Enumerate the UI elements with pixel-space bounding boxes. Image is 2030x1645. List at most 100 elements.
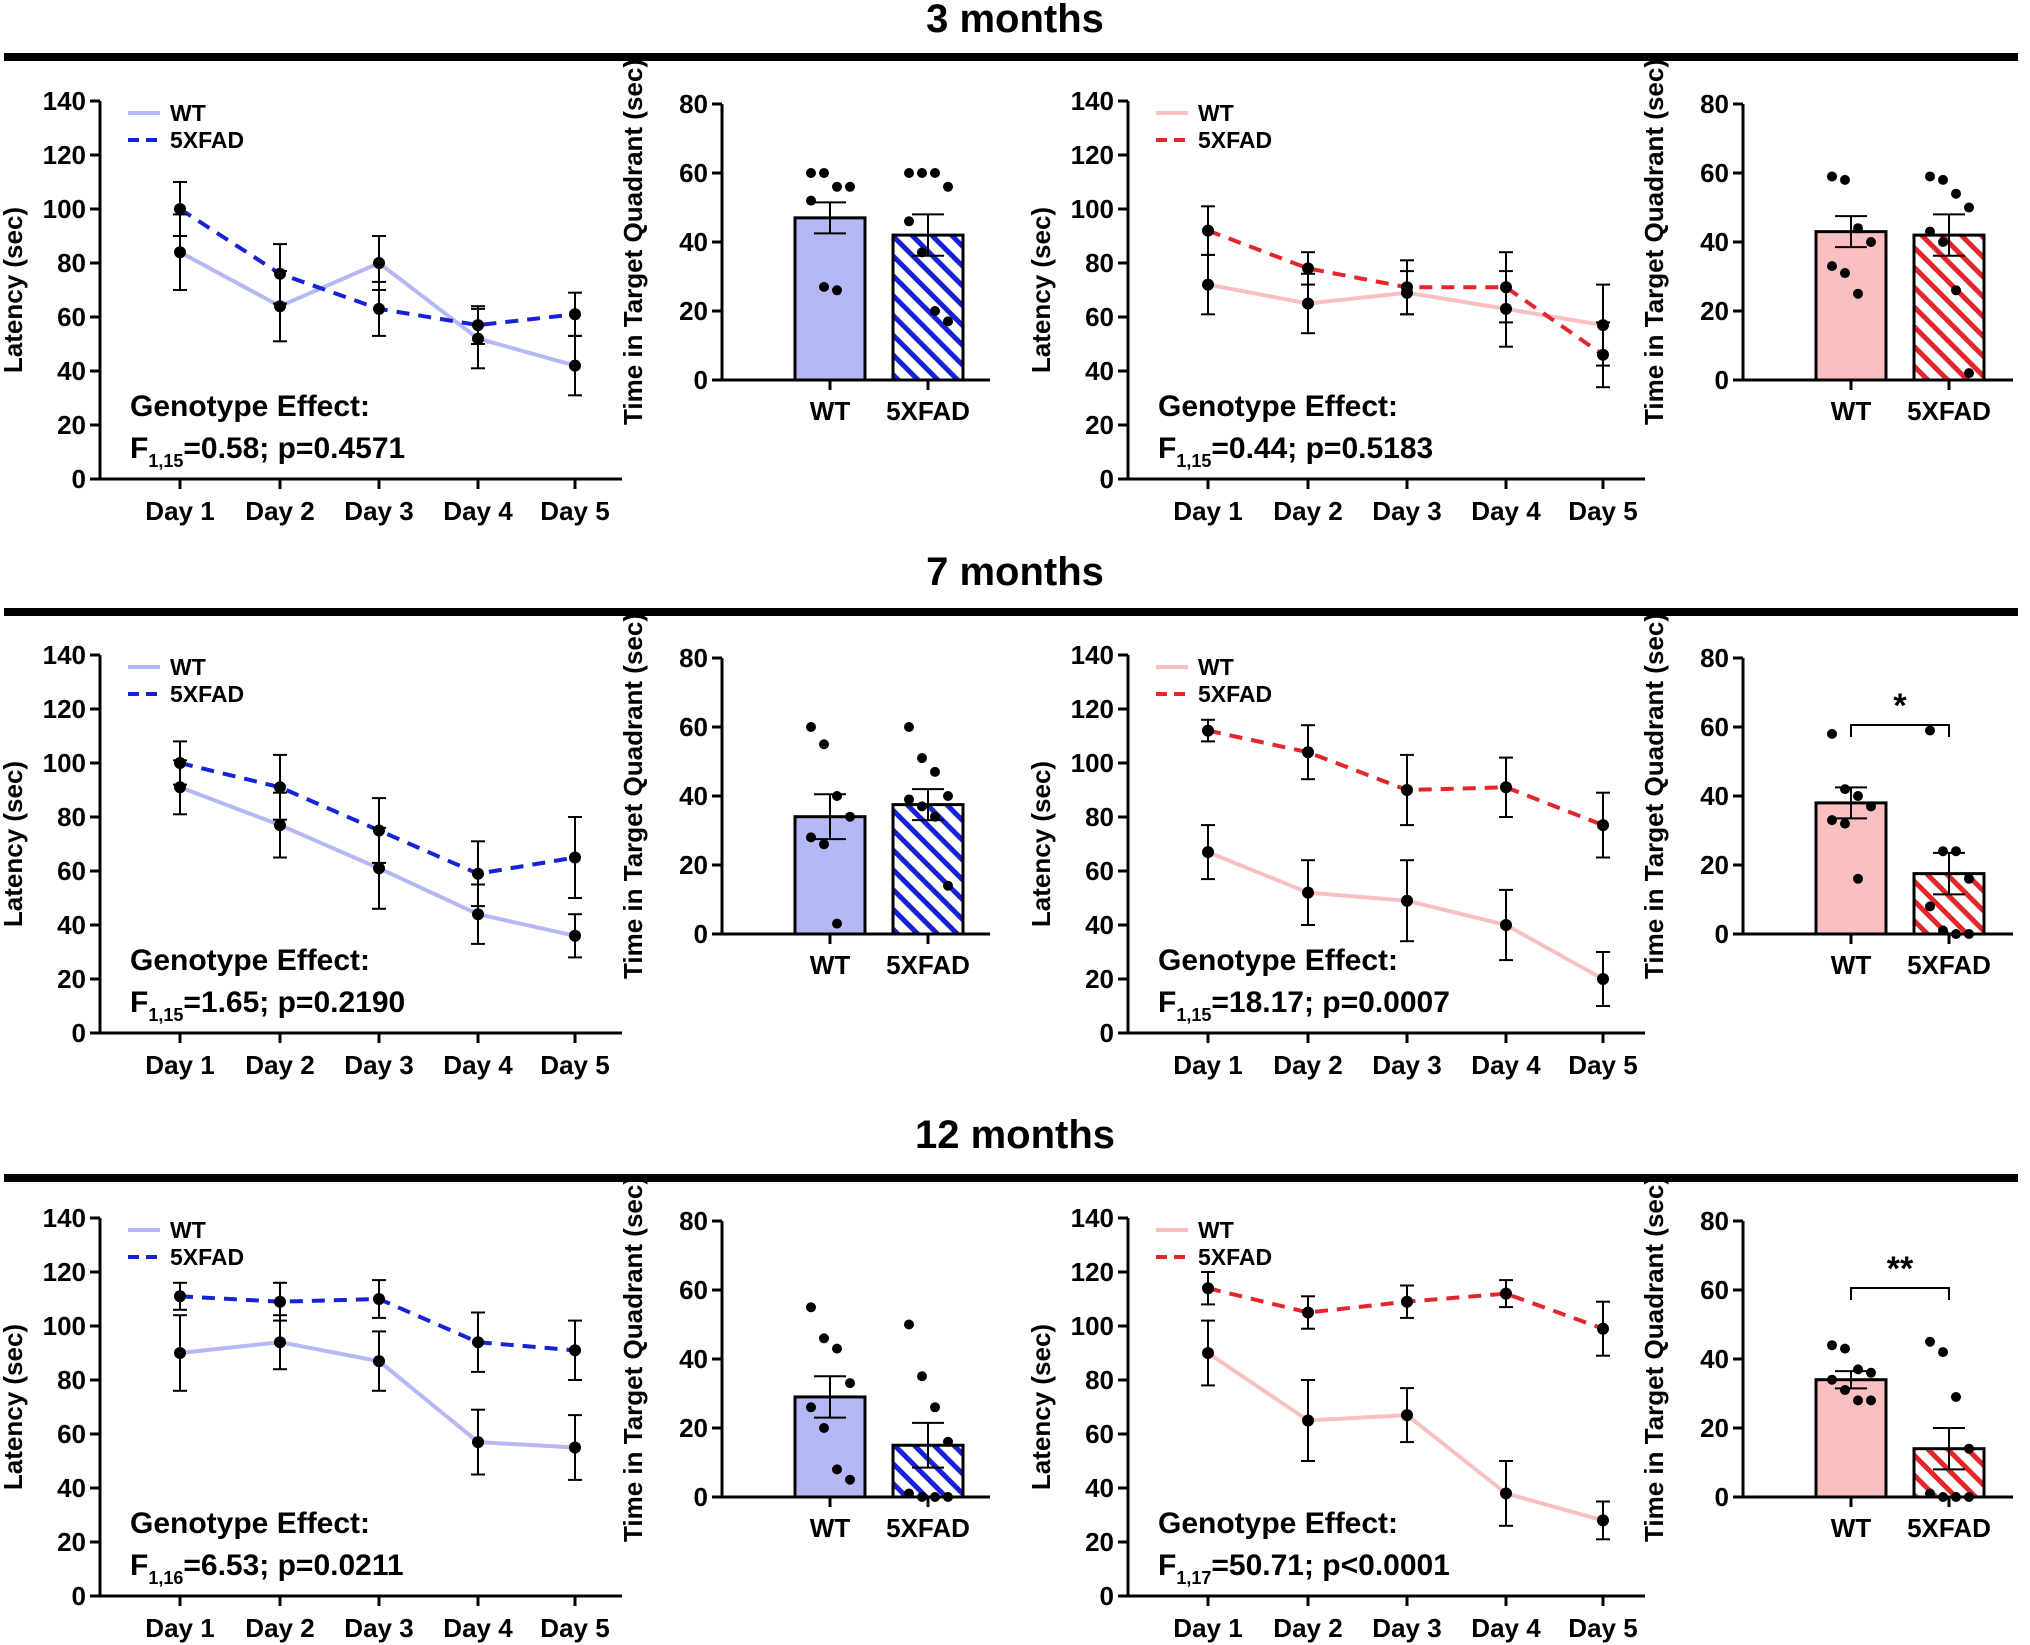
y-axis-label: Time in Target Quadrant (sec): [618, 59, 648, 425]
y-tick-label: 60: [57, 302, 86, 332]
target-quadrant-bar-chart: 0 20 40 60 80 Time in Target Quadrant (sec) WT…: [1639, 1176, 2013, 1543]
individual-point-wt: [806, 168, 816, 178]
legend-label-5xfad: 5XFAD: [170, 681, 244, 707]
legend-label-5xfad: 5XFAD: [1198, 681, 1272, 707]
y-tick-label: 40: [1085, 356, 1114, 386]
y-tick-label: 140: [43, 1203, 86, 1233]
individual-point-wt: [832, 1464, 842, 1475]
individual-point-5xfad: [1964, 368, 1974, 379]
y-tick-label: 40: [1085, 910, 1114, 940]
individual-point-wt: [819, 281, 829, 292]
y-tick-label: 80: [679, 1206, 708, 1236]
y-tick-label: 40: [1700, 1344, 1729, 1374]
individual-point-wt: [1853, 791, 1863, 801]
individual-point-5xfad: [930, 168, 940, 178]
row-title: 3 months: [926, 0, 1104, 41]
data-point-wt: [1401, 894, 1413, 907]
x-tick-label: Day 5: [1568, 496, 1637, 526]
y-tick-label: 120: [43, 140, 86, 170]
y-tick-label: 120: [1071, 1257, 1114, 1287]
y-axis-label: Time in Target Quadrant (sec): [618, 613, 648, 979]
data-point-5xfad: [569, 308, 581, 321]
individual-point-wt: [1853, 288, 1863, 299]
individual-point-wt: [1853, 1395, 1863, 1406]
y-tick-label: 80: [1085, 802, 1114, 832]
individual-point-5xfad: [1964, 1443, 1974, 1454]
target-quadrant-bar-chart: 0 20 40 60 80 Time in Target Quadrant (sec) WT…: [1639, 59, 2013, 426]
series-line-5xfad: [1207, 1286, 1604, 1331]
y-tick-label: 60: [57, 1419, 86, 1449]
target-quadrant-bar-chart: 0 20 40 60 80 Time in Target Quadrant (sec) WT…: [1639, 613, 2013, 980]
individual-point-wt: [806, 1302, 816, 1313]
y-tick-label: 20: [679, 1413, 708, 1443]
y-tick-label: 80: [57, 802, 86, 832]
data-point-5xfad: [174, 757, 186, 769]
data-point-wt: [1597, 319, 1609, 332]
data-point-5xfad: [174, 1290, 186, 1303]
y-tick-label: 60: [57, 856, 86, 886]
genotype-effect-label: Genotype Effect:: [130, 944, 370, 977]
individual-point-5xfad: [943, 181, 953, 192]
y-axis-label: Latency (sec): [1026, 1324, 1056, 1490]
y-tick-label: 80: [1700, 89, 1729, 119]
target-quadrant-bar-chart: 0 20 40 60 80 Time in Target Quadrant (sec) WT…: [618, 1176, 990, 1543]
y-tick-label: 40: [57, 1473, 86, 1503]
x-tick-label: Day 4: [443, 1050, 513, 1080]
y-tick-label: 60: [1700, 158, 1729, 188]
target-quadrant-bar-chart: 0 20 40 60 80 Time in Target Quadrant (sec) WT…: [618, 59, 990, 426]
individual-point-5xfad: [1951, 929, 1961, 939]
x-tick-label: Day 2: [1273, 1613, 1342, 1643]
individual-point-5xfad: [917, 1492, 927, 1502]
data-point-5xfad: [569, 851, 581, 864]
individual-point-wt: [1840, 1385, 1850, 1396]
y-tick-label: 20: [57, 964, 86, 994]
x-tick-label: Day 2: [1273, 1050, 1342, 1080]
data-point-wt: [373, 257, 385, 269]
y-tick-label: 140: [1071, 640, 1114, 670]
legend-label-wt: WT: [170, 654, 206, 680]
x-tick-label: Day 1: [145, 1613, 214, 1643]
individual-point-5xfad: [904, 216, 914, 227]
legend-label-5xfad: 5XFAD: [1198, 127, 1272, 153]
y-tick-label: 0: [1100, 1018, 1114, 1048]
y-tick-label: 20: [1085, 410, 1114, 440]
genotype-effect-stat: F1,17=50.71; p<0.0001: [1158, 1549, 1450, 1588]
individual-point-5xfad: [1951, 1391, 1961, 1402]
bar-wt: [1814, 801, 1888, 936]
individual-point-wt: [832, 181, 842, 192]
data-point-wt: [1500, 302, 1512, 315]
stat-values: =1.65; p=0.2190: [183, 986, 405, 1019]
data-point-5xfad: [1500, 781, 1512, 794]
individual-point-wt: [1827, 171, 1837, 182]
data-point-wt: [373, 1355, 385, 1368]
x-tick-label: 5XFAD: [886, 396, 970, 426]
legend-label-wt: WT: [1198, 1217, 1234, 1243]
y-axis-label: Latency (sec): [1026, 761, 1056, 927]
individual-point-5xfad: [904, 722, 914, 732]
data-point-wt: [569, 1441, 581, 1454]
y-tick-label: 20: [679, 850, 708, 880]
x-tick-label: 5XFAD: [886, 950, 970, 980]
data-point-wt: [569, 359, 581, 372]
individual-point-wt: [806, 1402, 816, 1413]
data-point-wt: [274, 1336, 286, 1349]
y-tick-label: 0: [1715, 365, 1729, 395]
individual-point-wt: [845, 1474, 855, 1485]
individual-point-5xfad: [1951, 846, 1961, 857]
stat-f: F: [130, 1549, 148, 1582]
x-tick-label: WT: [1831, 396, 1872, 426]
data-point-wt: [1302, 886, 1314, 899]
y-tick-label: 60: [1085, 1419, 1114, 1449]
individual-point-wt: [1840, 784, 1850, 795]
y-tick-label: 60: [679, 1275, 708, 1305]
individual-point-wt: [819, 168, 829, 178]
individual-point-5xfad: [943, 791, 953, 801]
data-point-5xfad: [1302, 1306, 1314, 1319]
individual-point-wt: [1866, 237, 1876, 247]
individual-point-5xfad: [1925, 171, 1935, 182]
x-tick-label: WT: [1831, 1513, 1872, 1543]
data-point-wt: [1500, 1487, 1512, 1500]
bar-wt: [1814, 230, 1888, 382]
individual-point-wt: [1827, 1340, 1837, 1351]
